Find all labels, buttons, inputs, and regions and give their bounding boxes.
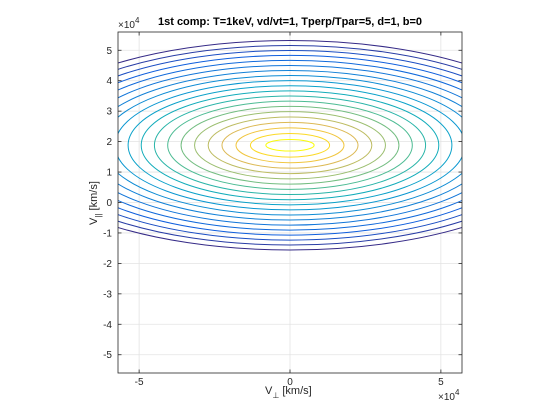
contour-line	[118, 69, 462, 221]
contour-line	[207, 116, 373, 175]
contour-lines	[118, 40, 462, 251]
y-tick-label: 2	[106, 137, 112, 148]
y-axis-label: V|| [km/s]	[88, 181, 103, 225]
contour-line	[118, 40, 462, 251]
x-tick-label: -5	[135, 377, 144, 388]
y-tick-label: -5	[103, 350, 112, 361]
contour-line	[194, 111, 386, 180]
x-tick-label: 5	[438, 377, 444, 388]
contour-line	[118, 54, 462, 236]
y-tick-label: 4	[106, 76, 112, 87]
y-tick-label: 0	[106, 198, 112, 209]
y-tick-label: -2	[103, 259, 112, 270]
y-tick-label: -1	[103, 228, 112, 239]
y-tick-label: -4	[103, 320, 112, 331]
contour-line	[221, 121, 359, 169]
contour-line	[118, 80, 462, 211]
y-tick-label: 5	[106, 46, 112, 57]
contour-line	[118, 64, 462, 226]
contour-line	[249, 132, 331, 158]
contour-line	[180, 105, 400, 185]
y-tick-label: 3	[106, 107, 112, 118]
x-tick-label: 0	[287, 377, 293, 388]
chart-title: 1st comp: T=1keV, vd/vt=1, Tperp/Tpar=5,…	[158, 16, 422, 28]
contour-line	[153, 95, 427, 196]
contour-line	[140, 90, 440, 201]
x-tick-labels: -5 0 5	[135, 377, 444, 388]
contour-line	[118, 75, 462, 216]
y-tick-labels: -5 -4 -3 -2 -1 0 1 2 3 4 5	[103, 46, 112, 361]
y-exponent-label: ×104	[118, 16, 140, 31]
contour-line	[118, 49, 462, 241]
y-tick-label: 1	[106, 168, 112, 179]
y-tick-label: -3	[103, 289, 112, 300]
contour-line	[167, 100, 413, 190]
contour-line	[118, 45, 462, 246]
contour-line	[118, 59, 462, 231]
x-axis-label: V⊥ [km/s]	[265, 385, 312, 400]
grid-lines	[118, 32, 462, 373]
contour-line	[235, 127, 345, 164]
tick-marks	[118, 32, 462, 373]
contour-line	[265, 138, 315, 152]
x-exponent-label: ×104	[438, 388, 460, 403]
contour-line	[127, 85, 453, 206]
